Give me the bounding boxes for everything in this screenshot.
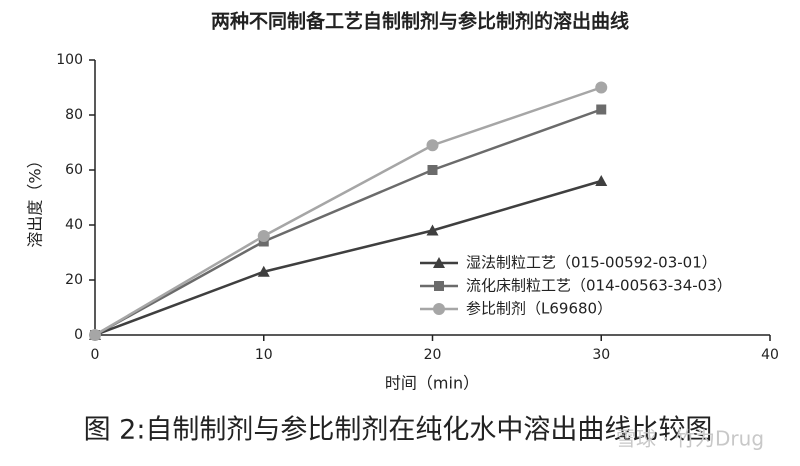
- legend-marker: [434, 281, 444, 291]
- watermark: 雪球 · 竹为Drug: [616, 427, 764, 451]
- x-tick-label: 40: [761, 347, 779, 363]
- x-axis-label: 时间（min）: [385, 374, 479, 393]
- y-tick-label: 100: [56, 52, 83, 68]
- legend-label: 流化床制粒工艺（014-00563-34-03）: [466, 277, 732, 295]
- legend-marker: [433, 257, 445, 268]
- marker: [595, 175, 608, 186]
- marker: [257, 230, 270, 242]
- legend-label: 参比制剂（L69680）: [466, 300, 612, 318]
- y-tick-label: 20: [65, 272, 83, 288]
- y-tick-label: 60: [65, 162, 83, 178]
- x-tick-label: 0: [91, 347, 100, 363]
- marker: [596, 104, 607, 115]
- y-tick-label: 0: [74, 327, 83, 343]
- x-tick-label: 20: [424, 347, 442, 363]
- y-tick-label: 80: [65, 107, 83, 123]
- marker: [426, 224, 439, 236]
- series-line: [94, 108, 602, 337]
- series-line: [94, 179, 602, 337]
- x-tick-label: 30: [592, 347, 610, 363]
- marker: [257, 265, 270, 277]
- marker: [595, 81, 608, 94]
- caption: 图 2:自制制剂与参比制剂在纯化水中溶出曲线比较图: [84, 415, 713, 446]
- series-line: [94, 86, 602, 337]
- x-tick-label: 10: [255, 347, 273, 363]
- y-axis-label: 溶出度（%）: [26, 152, 45, 247]
- legend-marker: [433, 303, 445, 315]
- marker: [427, 165, 438, 175]
- y-tick-label: 40: [65, 217, 83, 233]
- chart-title: 两种不同制备工艺自制制剂与参比制剂的溶出曲线: [211, 10, 629, 33]
- legend-label: 湿法制粒工艺（015-00592-03-01）: [466, 254, 717, 272]
- marker: [426, 139, 439, 152]
- marker: [89, 329, 101, 341]
